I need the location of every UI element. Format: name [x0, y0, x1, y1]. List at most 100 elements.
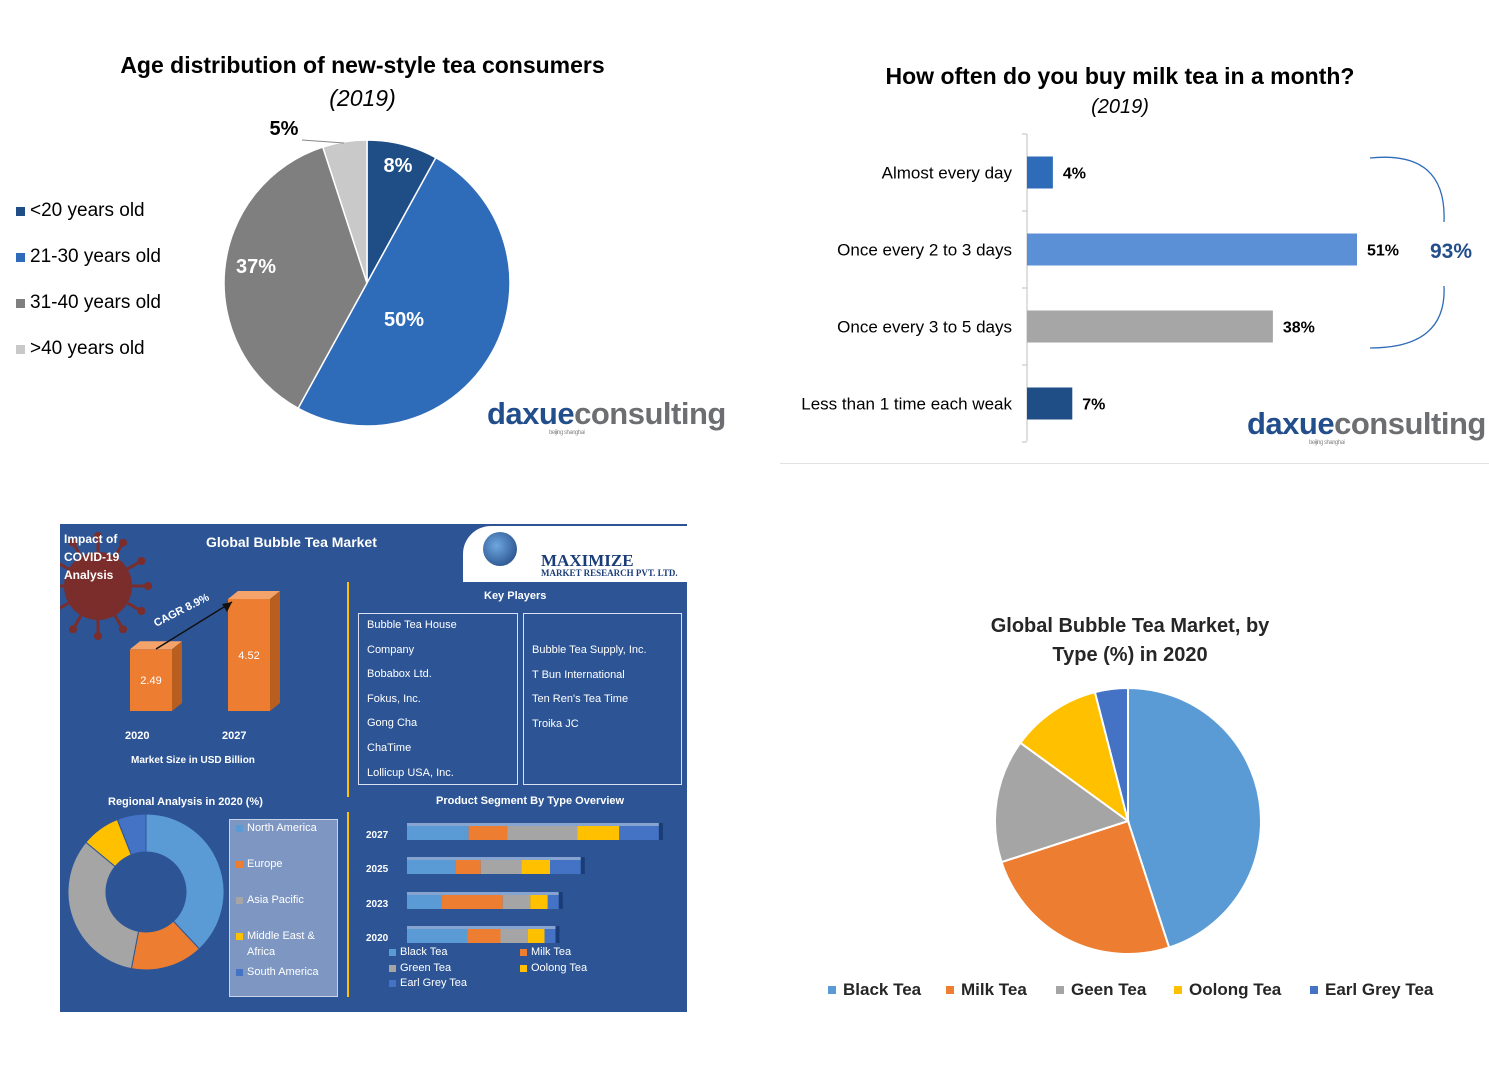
pie-slice [1127, 686, 1262, 949]
bubble-tea-infographic-lower: North America Europe Asia Pacific Middle Ea… [60, 812, 687, 1012]
legend-item: <20 years old [16, 200, 145, 222]
key-players-left-box [358, 613, 518, 785]
segment-bar [544, 929, 556, 943]
bar [1027, 156, 1053, 189]
segment-bar [407, 895, 442, 909]
bar-value-label: 51% [1367, 243, 1399, 260]
virus-tip [94, 532, 102, 540]
regional-legend-item: Europe [236, 856, 332, 872]
segment-bar [528, 929, 545, 943]
chart-title: Global Bubble Tea Market, by Type (%) in… [990, 615, 1270, 666]
segment-year: 2025 [366, 864, 389, 875]
regional-legend-item: South America [236, 964, 332, 980]
chart-subtitle: (2019) [329, 85, 396, 111]
virus-spike [72, 614, 83, 629]
key-player: Lollicup USA, Inc. [367, 766, 454, 779]
key-players-right: Bubble Tea Supply, Inc. T Bun Internation… [532, 638, 647, 736]
category-label: Once every 3 to 5 days [837, 318, 1012, 337]
segment-year: 2023 [366, 899, 389, 910]
segment-legend-item: Earl Grey Tea [389, 977, 467, 989]
virus-tip [69, 625, 77, 634]
chart-title: How often do you buy milk tea in a month… [885, 63, 1355, 118]
bubble-tea-infographic: 2.49 4.52 Impact of COVID-19 Analysis Glo… [60, 524, 687, 812]
vertical-divider-lower [347, 812, 349, 997]
segment-bar [467, 929, 501, 943]
virus-icon [60, 532, 152, 640]
market-size-caption: Market Size in USD Billion [131, 755, 255, 766]
pie-slice [321, 139, 368, 284]
key-player: Troika JC [532, 717, 579, 730]
segment-bar [530, 895, 548, 909]
segment-bar [547, 895, 559, 909]
segment-year: 2020 [366, 933, 389, 944]
bracket [1369, 156, 1445, 223]
legend-item: >40 years old [16, 338, 145, 360]
market-bar-value: 2.49 [140, 675, 161, 687]
segment-bar [502, 895, 531, 909]
regional-legend-item: Asia Pacific [236, 892, 332, 908]
segment-bar [521, 860, 550, 874]
market-bar-top [130, 641, 182, 650]
bar-value-label: 38% [1283, 320, 1315, 337]
key-player: Bubble Tea House [367, 619, 457, 631]
virus-tip [137, 557, 146, 565]
category-label: Once every 2 to 3 days [837, 241, 1012, 260]
virus-spike [72, 543, 83, 558]
donut-slice [67, 841, 140, 970]
segment-bar [500, 929, 528, 943]
maximize-logo: MAXIMIZE MARKET RESEARCH PVT. LTD. [463, 526, 687, 582]
segment-title: Product Segment By Type Overview [436, 795, 625, 807]
key-player: Fokus, Inc. [367, 692, 421, 705]
bar-value-label: 4% [1063, 166, 1086, 183]
slice-label: 37% [236, 256, 276, 278]
segment-legend-item: Green Tea [389, 962, 451, 974]
key-player: T Bun International [532, 668, 625, 681]
slice-label: 5% [270, 118, 299, 140]
divider [780, 463, 1489, 464]
legend-item: Oolong Tea [1174, 980, 1281, 1000]
virus-body [64, 552, 132, 620]
key-player: Company [367, 643, 415, 656]
category-label: Less than 1 time each weak [801, 395, 1012, 414]
segment-bar-side [555, 926, 560, 943]
segment-bar [407, 860, 456, 874]
year-2027: 2027 [222, 730, 247, 742]
segment-year: 2027 [366, 830, 389, 841]
bar [1027, 387, 1073, 420]
donut-slice [116, 813, 147, 856]
segment-bar [407, 826, 469, 840]
market-bar [130, 649, 172, 711]
infographic-lower-graphics [67, 813, 663, 971]
virus-tip [94, 632, 102, 640]
segment-legend-item: Black Tea [389, 946, 448, 958]
donut-slice [145, 813, 225, 950]
type-pie [994, 686, 1262, 955]
segment-bar-top [407, 823, 659, 826]
pie-slice [223, 146, 368, 410]
bar [1027, 233, 1357, 266]
pie-slice [994, 741, 1131, 864]
key-players-right-box [523, 613, 682, 785]
infographic-title: Global Bubble Tea Market [206, 534, 377, 550]
legend-item: Black Tea [828, 980, 921, 1000]
bracket [1369, 285, 1445, 349]
regional-title: Regional Analysis in 2020 (%) [108, 796, 263, 808]
key-players-title: Key Players [484, 590, 547, 602]
segment-bar [468, 826, 508, 840]
segment-bar [441, 895, 503, 909]
legend-item: Earl Grey Tea [1310, 980, 1433, 1000]
bar [1027, 310, 1273, 343]
cagr-arrow [155, 601, 233, 650]
virus-tip [69, 538, 77, 547]
market-bar [228, 599, 270, 711]
year-2020: 2020 [125, 730, 150, 742]
segment-legend-item: Milk Tea [520, 946, 571, 958]
category-label: Almost every day [882, 164, 1013, 183]
virus-spike [113, 543, 124, 558]
segment-bar [577, 826, 620, 840]
slice-label: 8% [384, 155, 413, 177]
age-pie: 8% 50% 37% 5% [223, 118, 511, 427]
covid-label: Impact of COVID-19 Analysis [64, 532, 120, 582]
segment-bar [407, 929, 468, 943]
globe-icon [483, 532, 517, 566]
